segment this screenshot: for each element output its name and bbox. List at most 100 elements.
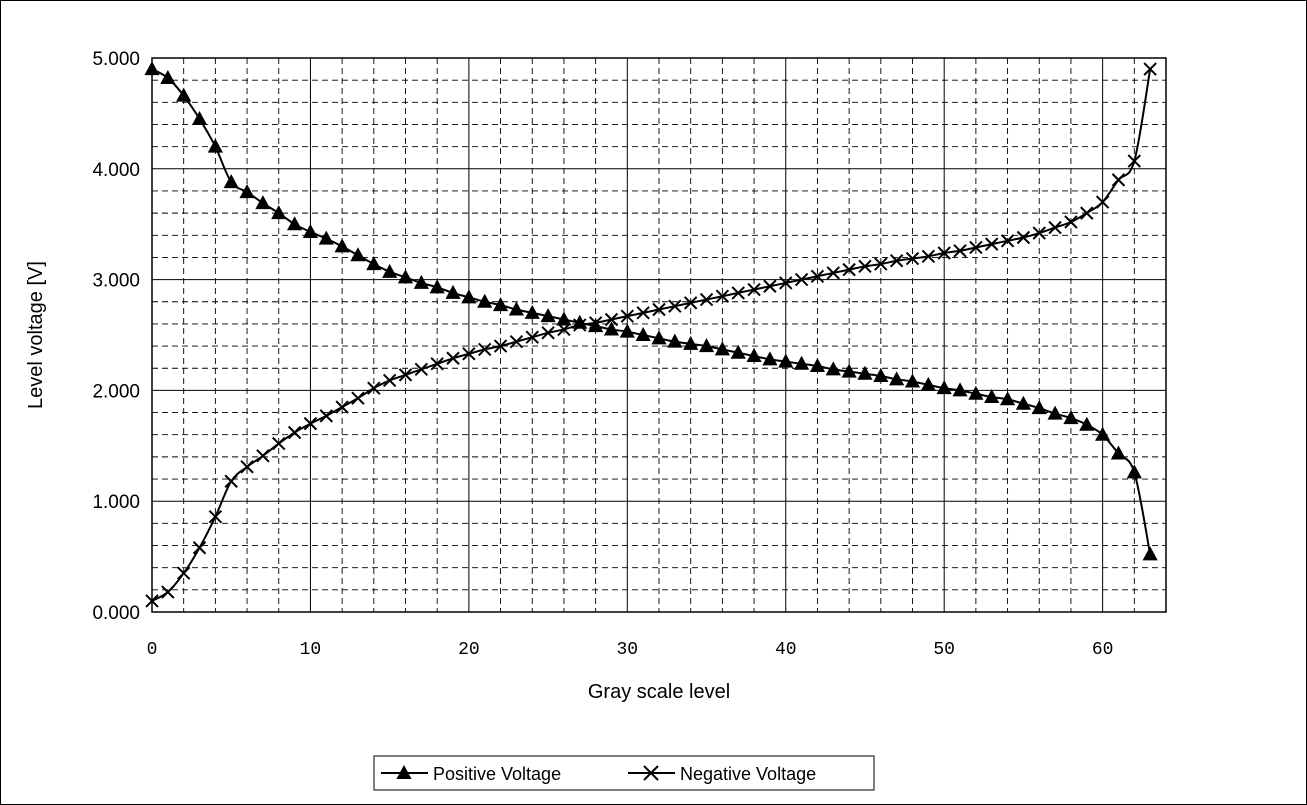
triangle-marker-point [492,297,509,312]
triangle-marker-point [698,338,715,353]
x-marker-point [525,330,539,344]
x-marker-point [240,460,254,474]
x-marker-point [1111,173,1126,187]
x-marker-point [430,357,444,371]
triangle-marker-point [635,327,651,341]
triangle-marker-point [271,205,287,220]
triangle-marker-point [302,223,319,238]
triangle-marker-point [350,247,366,262]
x-marker-point [842,262,856,277]
triangle-marker-point [382,263,398,278]
triangle-marker-point [952,382,968,397]
x-tick-label: 30 [617,640,639,660]
x-tick-label: 50 [933,640,955,660]
x-marker-point [367,381,381,395]
x-marker-point [874,257,888,271]
legend-label-negative: Negative Voltage [680,764,816,784]
x-marker-point [1143,62,1157,76]
triangle-marker-point [556,311,572,326]
triangle-marker-point [1110,445,1127,460]
triangle-marker-point [160,69,176,84]
x-marker-point [351,391,365,405]
y-tick-label: 0.000 [92,603,140,624]
x-marker-point [985,237,999,251]
triangle-marker-point [841,363,857,378]
x-tick-labels: 0 10 20 30 40 50 60 [147,640,1114,660]
x-marker-point [905,251,920,266]
x-marker-point [398,368,413,382]
series-group [144,61,1158,608]
x-marker-point [287,425,302,440]
triangle-marker-point [984,389,1000,404]
triangle-marker-point [1095,426,1111,441]
x-marker-point [272,436,286,451]
triangle-marker-point [999,391,1016,406]
triangle-marker-point [1079,416,1095,431]
x-marker-point [319,409,333,423]
triangle-marker-point [904,373,921,388]
triangle-marker-point [461,289,477,304]
triangle-marker-point [603,321,620,336]
x-marker-point [224,474,238,488]
triangle-marker-point [445,284,461,299]
triangle-marker-point [524,304,540,319]
y-axis-title: Level voltage [V] [25,261,47,409]
legend-marker-x-icon [643,765,659,781]
triangle-marker-point [207,138,223,153]
x-marker-point [256,449,270,463]
triangle-marker-point [191,110,208,125]
x-marker-point [668,299,682,313]
triangle-marker-point [809,358,826,373]
x-marker-point [1016,230,1031,245]
x-marker-point [414,362,429,377]
x-marker-point [192,541,207,555]
grid [152,58,1166,612]
x-marker-point [652,302,666,317]
x-marker-point [937,246,951,260]
triangle-marker-point [397,269,414,284]
x-marker-point [731,286,745,300]
triangle-marker-point [588,318,604,333]
x-marker-point [683,296,698,310]
triangle-marker-point [477,293,493,308]
triangle-marker-point [1015,395,1032,410]
legend-box [373,755,875,791]
x-tick-label: 0 [147,640,158,660]
triangle-marker-point [651,330,667,345]
triangle-marker-point [1126,464,1142,479]
triangle-marker-point [144,61,160,76]
x-marker-point [620,309,635,323]
x-marker-point [921,249,936,264]
x-marker-point [889,254,904,268]
x-marker-point [858,259,872,274]
triangle-marker-point [920,376,936,391]
triangle-marker-point [730,344,746,359]
x-marker-point [588,316,603,330]
triangle-marker-point [793,355,810,370]
triangle-marker-point [873,367,889,382]
x-tick-label: 60 [1092,640,1114,660]
triangle-marker-point [714,341,730,356]
x-marker-point [794,272,809,287]
x-marker-point [636,306,650,320]
x-tick-label: 20 [458,640,480,660]
triangle-marker-point [286,216,303,231]
y-tick-label: 5.000 [92,49,140,70]
x-tick-label: 40 [775,640,797,660]
triangle-marker-point [1047,405,1063,420]
triangle-marker-point [366,256,382,271]
x-marker-point [541,326,555,340]
triangle-marker-point [746,348,762,363]
x-marker-point [604,312,619,327]
x-marker-point [509,334,524,349]
x-marker-point [953,244,967,258]
series-negative-voltage [145,62,1157,608]
x-marker-point [208,510,223,524]
triangle-marker-point [667,333,683,348]
x-marker-point [779,276,793,290]
x-marker-point [1127,154,1142,168]
triangle-marker-point [825,361,841,376]
y-tick-labels: 0.000 1.000 2.000 3.000 4.000 5.000 [92,49,140,624]
triangle-marker-point [318,230,334,245]
x-marker-point [810,269,825,283]
